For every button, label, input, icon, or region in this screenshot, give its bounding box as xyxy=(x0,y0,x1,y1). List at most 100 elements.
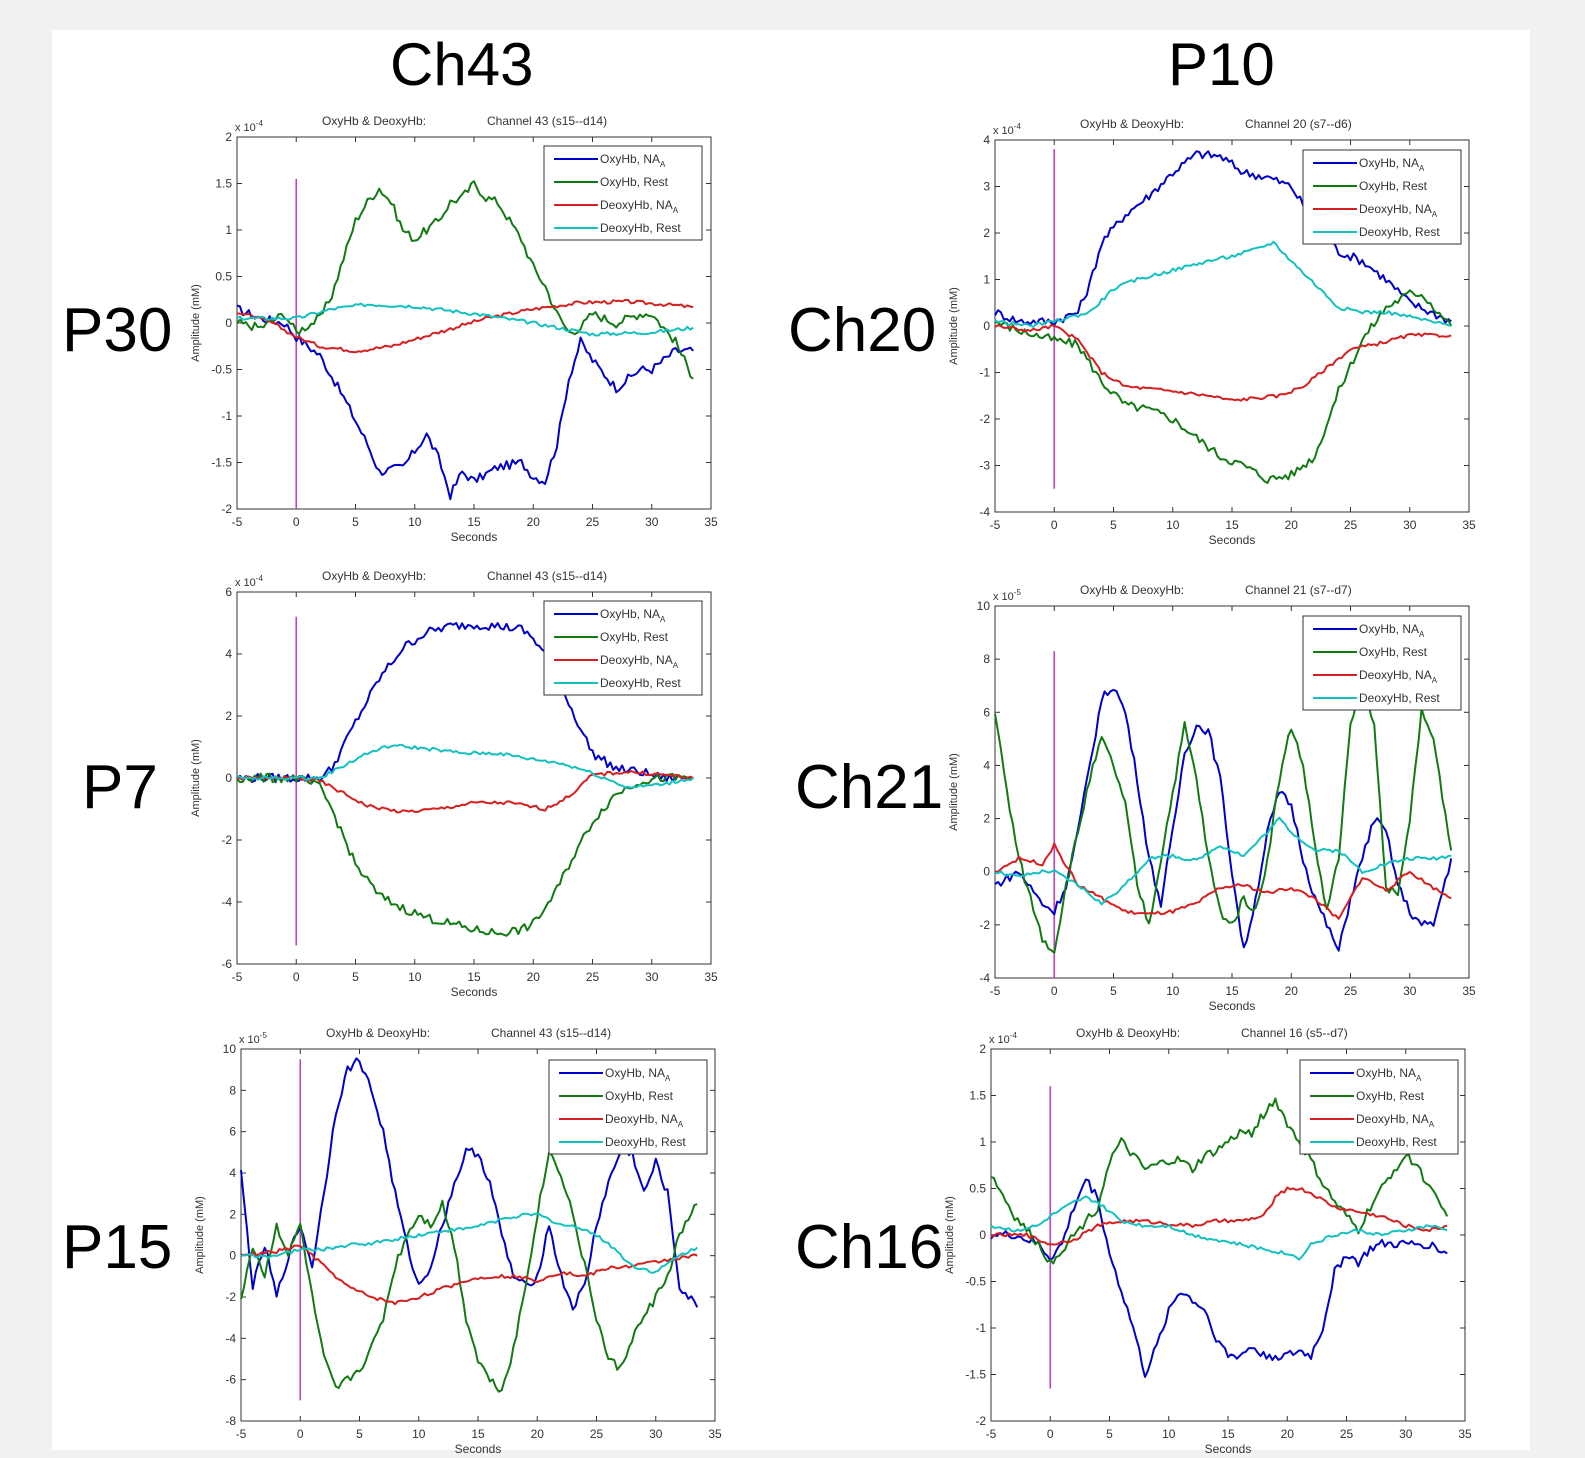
y-tick-label: 1 xyxy=(979,1135,986,1149)
axis-exponent-power: -5 xyxy=(1014,588,1022,597)
x-tick-label: 35 xyxy=(704,970,718,984)
legend-label: DeoxyHb, NAA xyxy=(1359,668,1438,685)
x-tick-label: 0 xyxy=(1051,984,1058,998)
x-tick-label: 15 xyxy=(471,1427,485,1441)
legend-label: OxyHb, NAA xyxy=(1356,1066,1422,1083)
x-tick-label: 25 xyxy=(586,515,600,529)
legend-label: OxyHb, Rest xyxy=(1359,179,1428,193)
legend-box xyxy=(1299,1059,1459,1155)
x-tick-label: -5 xyxy=(990,518,1001,532)
y-tick-label: 0 xyxy=(983,319,990,333)
x-tick-label: 10 xyxy=(408,970,422,984)
y-tick-label: 4 xyxy=(983,133,990,147)
series-line-3 xyxy=(236,298,694,354)
legend-label: DeoxyHb, Rest xyxy=(1356,1135,1437,1149)
legend-label: DeoxyHb, Rest xyxy=(605,1135,686,1149)
y-tick-label: 2 xyxy=(225,709,232,723)
legend-label: OxyHb, Rest xyxy=(605,1089,674,1103)
chart-title-right: Channel 43 (s15--d14) xyxy=(487,569,607,583)
x-tick-label: 20 xyxy=(527,970,541,984)
axis-exponent-power: -4 xyxy=(256,119,264,128)
y-tick-label: -2 xyxy=(221,502,232,516)
series-line-2 xyxy=(994,289,1453,484)
legend-label: DeoxyHb, Rest xyxy=(1359,225,1440,239)
legend: OxyHb, NAA OxyHb, Rest DeoxyHb, NAA DeoxyHb… xyxy=(1299,1059,1459,1155)
y-tick-label: 0 xyxy=(225,316,232,330)
axis-exponent-power: -5 xyxy=(260,1031,268,1040)
chart-title-right: Channel 21 (s7--d7) xyxy=(1245,583,1352,597)
x-tick-label: 35 xyxy=(704,515,718,529)
legend-label: OxyHb, NAA xyxy=(600,152,666,169)
chart-1: -5 0 5 10 15 20 25 30 35 -2 -1.5 -1 -0.5 0 0.5 1 1.5 2x 1… xyxy=(190,114,718,544)
y-tick-label: -0.5 xyxy=(211,363,232,377)
x-axis-label: Seconds xyxy=(1209,999,1256,1013)
series-line-2 xyxy=(240,1151,698,1393)
x-tick-label: 15 xyxy=(1225,518,1239,532)
x-tick-label: 35 xyxy=(708,1427,722,1441)
x-tick-label: 10 xyxy=(1166,984,1180,998)
y-tick-label: 2 xyxy=(983,812,990,826)
chart-title-left: OxyHb & DeoxyHb: xyxy=(326,1026,430,1040)
x-axis-label: Seconds xyxy=(1209,533,1256,547)
y-tick-label: -2 xyxy=(979,412,990,426)
y-tick-label: 1 xyxy=(983,273,990,287)
x-tick-label: 0 xyxy=(1051,518,1058,532)
y-tick-label: 1.5 xyxy=(215,177,232,191)
legend-subscript: A xyxy=(1419,164,1425,173)
y-tick-label: -3 xyxy=(979,459,990,473)
legend-subscript: A xyxy=(673,661,679,670)
x-tick-label: 25 xyxy=(590,1427,604,1441)
y-tick-label: -1.5 xyxy=(211,456,232,470)
legend-label: DeoxyHb, Rest xyxy=(600,676,681,690)
row-label-left-2: P7 xyxy=(82,753,158,822)
legend-label: OxyHb, NAA xyxy=(1359,156,1425,173)
y-tick-label: 1.5 xyxy=(969,1089,986,1103)
x-tick-label: -5 xyxy=(236,1427,247,1441)
series-line-2 xyxy=(990,1097,1449,1265)
series-line-1 xyxy=(990,1178,1448,1378)
x-tick-label: 35 xyxy=(1462,518,1476,532)
legend-label: OxyHb, NAA xyxy=(1359,622,1425,639)
x-axis-label: Seconds xyxy=(455,1442,502,1456)
y-tick-label: 0 xyxy=(983,865,990,879)
y-tick-label: 2 xyxy=(979,1042,986,1056)
column-header-right: P10 xyxy=(1168,31,1275,98)
y-tick-label: 0.5 xyxy=(215,270,232,284)
legend-subscript: A xyxy=(1432,676,1438,685)
y-tick-label: -2 xyxy=(975,1414,986,1428)
series-line-3 xyxy=(994,842,1452,920)
legend-label: DeoxyHb, NAA xyxy=(600,198,679,215)
series-line-4 xyxy=(236,743,694,789)
x-tick-label: 15 xyxy=(467,515,481,529)
y-tick-label: 6 xyxy=(983,705,990,719)
y-tick-label: -2 xyxy=(979,918,990,932)
legend-subscript: A xyxy=(660,615,666,624)
y-tick-label: 2 xyxy=(983,226,990,240)
x-tick-label: 25 xyxy=(1340,1427,1354,1441)
x-tick-label: 30 xyxy=(645,970,659,984)
y-tick-label: 10 xyxy=(977,599,991,613)
x-tick-label: -5 xyxy=(232,970,243,984)
y-tick-label: 1 xyxy=(225,223,232,237)
y-axis-label: Amplitude (mM) xyxy=(948,753,960,831)
series-line-1 xyxy=(994,150,1452,327)
x-tick-label: 5 xyxy=(1110,984,1117,998)
y-tick-label: -1 xyxy=(979,366,990,380)
chart-title-left: OxyHb & DeoxyHb: xyxy=(1080,583,1184,597)
series-line-4 xyxy=(994,816,1452,906)
legend-box xyxy=(543,145,703,241)
y-tick-label: 0 xyxy=(225,771,232,785)
y-tick-label: -4 xyxy=(979,971,990,985)
axis-exponent: x 10-4 xyxy=(235,574,263,589)
axis-exponent: x 10-5 xyxy=(993,588,1021,603)
series-line-4 xyxy=(990,1195,1448,1261)
y-tick-label: -8 xyxy=(225,1414,236,1428)
y-tick-label: -1 xyxy=(221,409,232,423)
y-tick-label: 2 xyxy=(229,1207,236,1221)
y-tick-label: -4 xyxy=(221,895,232,909)
column-header-left: Ch43 xyxy=(390,31,534,98)
chart-title-right: Channel 16 (s5--d7) xyxy=(1241,1026,1348,1040)
legend: OxyHb, NAA OxyHb, Rest DeoxyHb, NAA DeoxyHb… xyxy=(1302,149,1462,245)
y-tick-label: -1.5 xyxy=(965,1368,986,1382)
